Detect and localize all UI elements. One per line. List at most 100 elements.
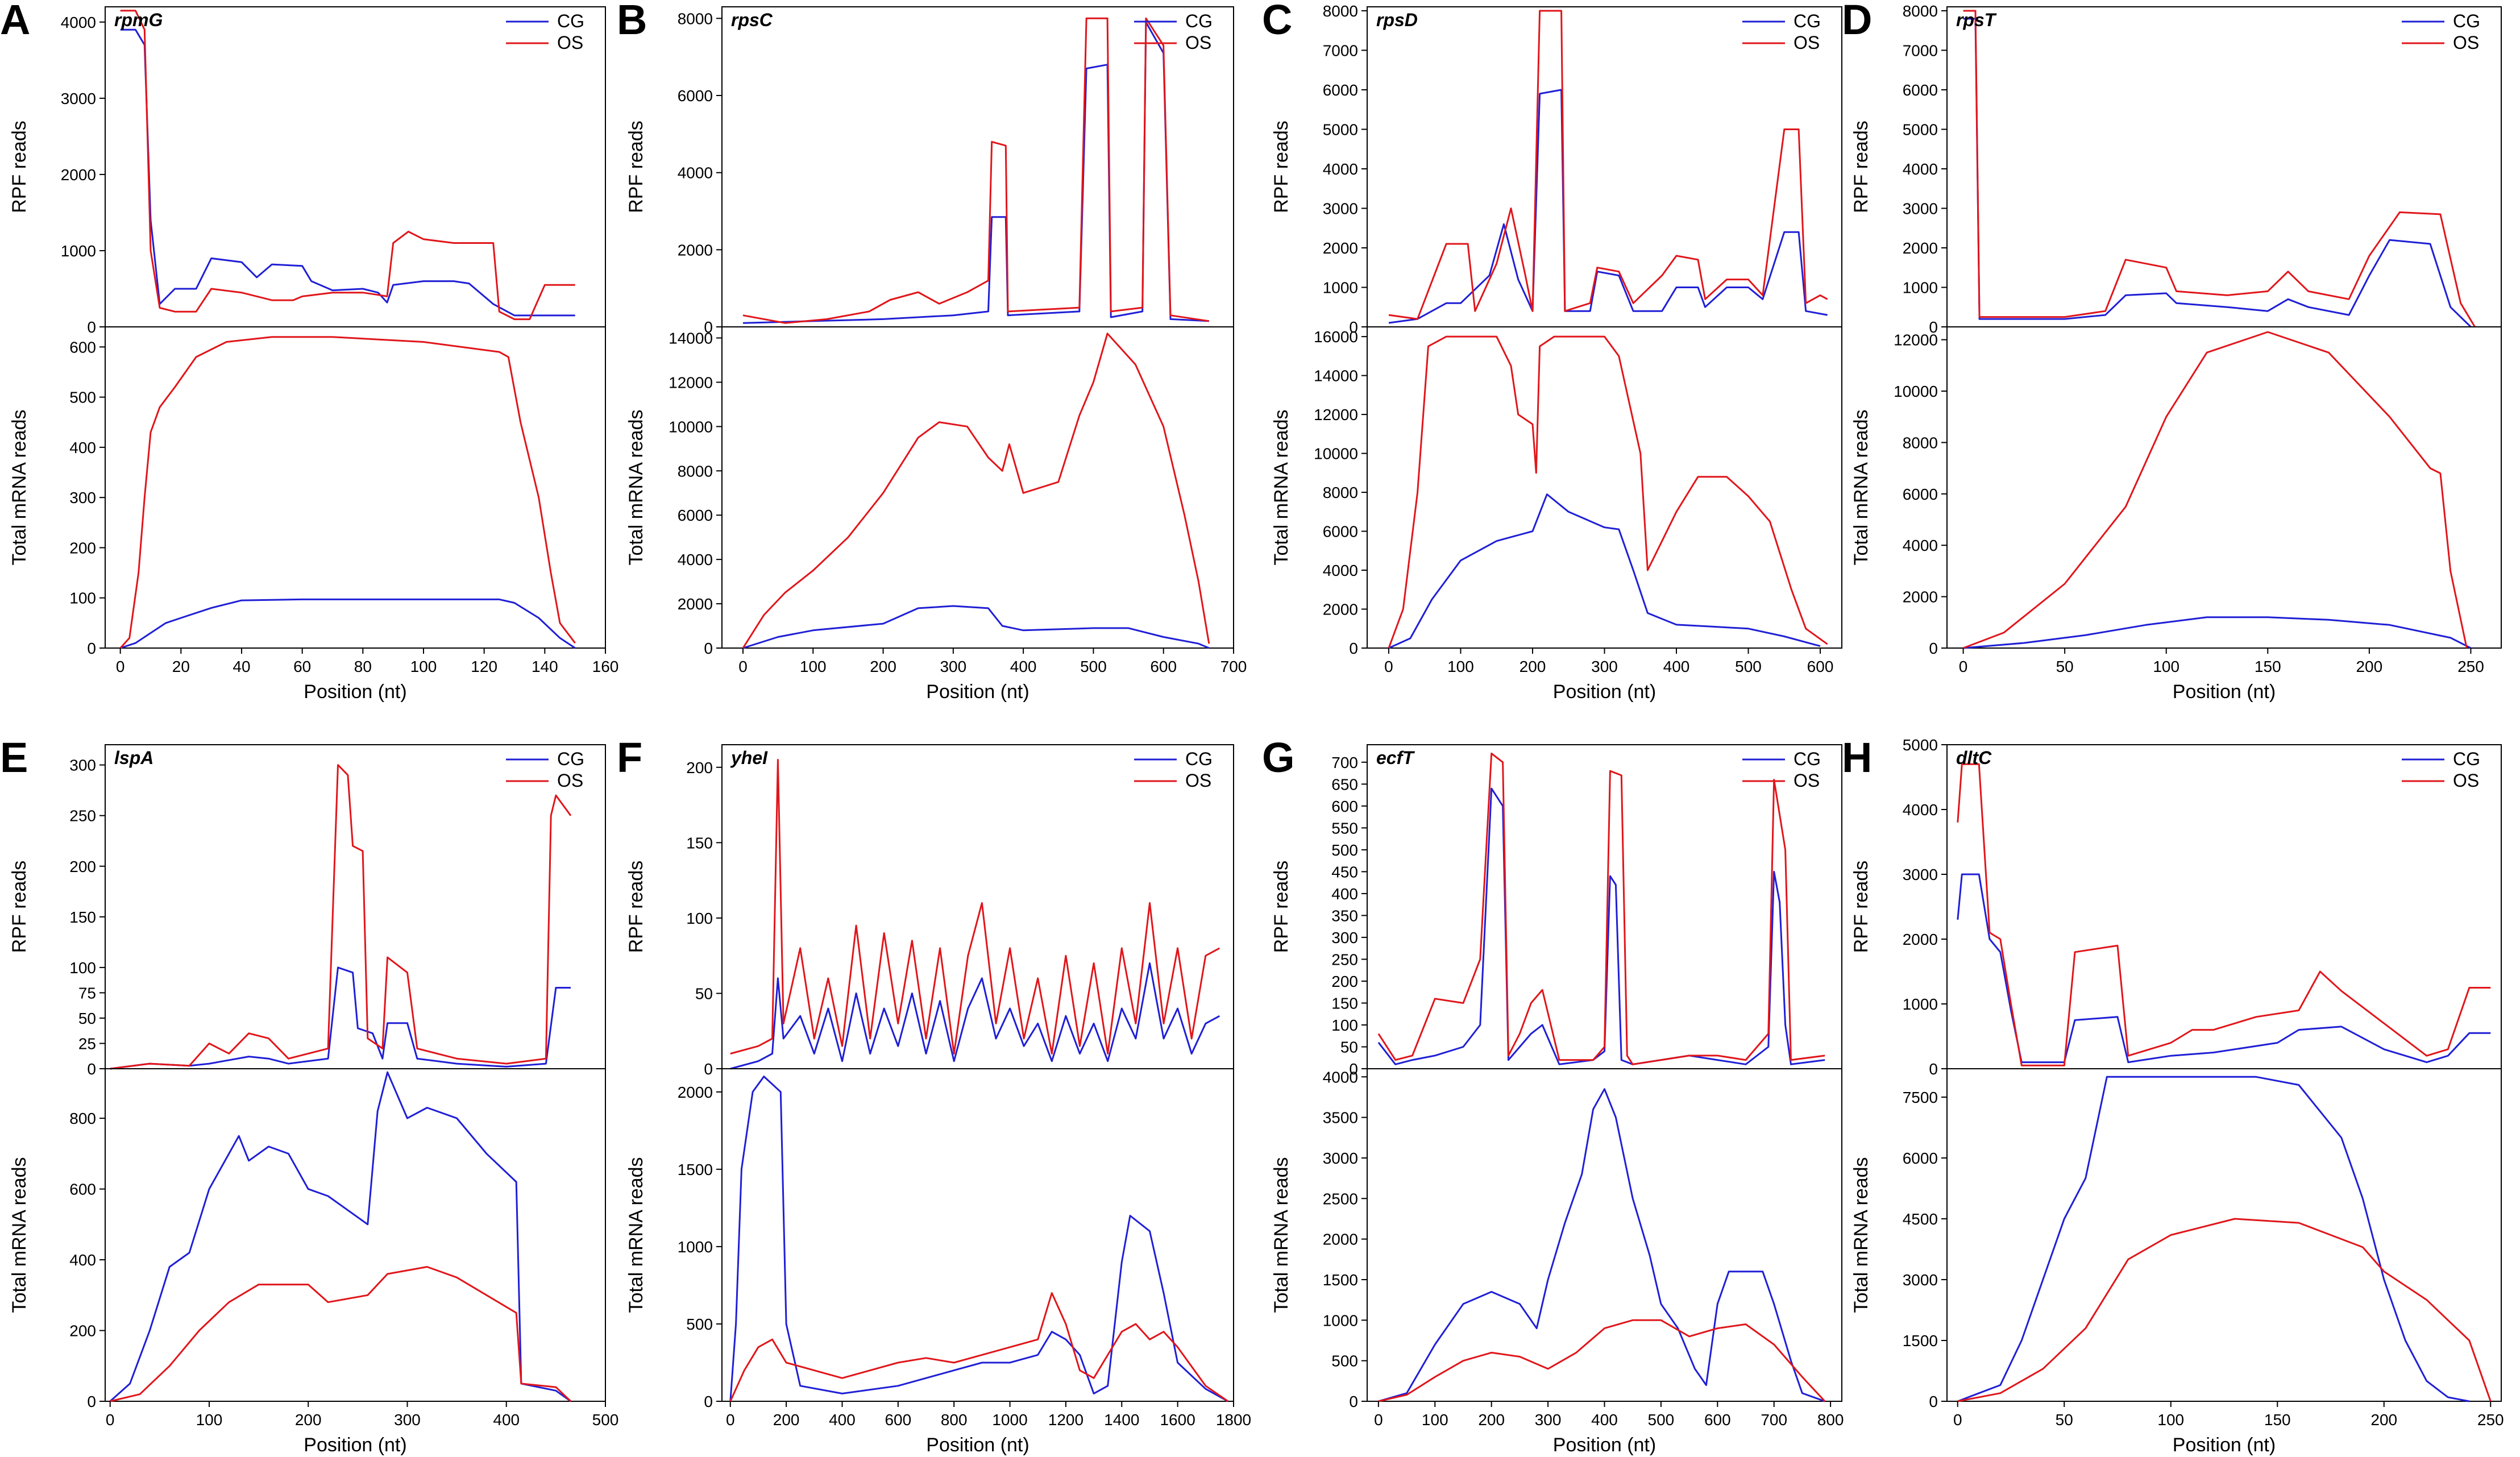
bottom-plot-frame (721, 1068, 1234, 1402)
x-tick-label: 500 (1735, 658, 1762, 675)
x-tick-label: 700 (1220, 658, 1247, 675)
series-cg-line (120, 598, 576, 649)
top-plot: 0 1000 2000 3000 4000 5000 RPF reads (1850, 736, 2502, 1078)
x-tick-label: 200 (295, 1411, 322, 1429)
series-cg-line (730, 962, 1220, 1070)
x-tick-label: 20 (172, 658, 190, 675)
y-tick-label: 300 (1331, 929, 1358, 947)
y-tick-label: 6000 (1323, 81, 1358, 99)
y-tick-label: 2000 (1323, 1231, 1358, 1248)
y-tick-label: 4500 (1903, 1210, 1938, 1228)
y-tick-label: 6000 (1903, 485, 1938, 503)
x-tick-label: 100 (2153, 658, 2179, 675)
y-tick-label: 200 (69, 539, 96, 557)
y-tick-label: 550 (1331, 819, 1358, 837)
gene-name: rpmG (114, 10, 163, 30)
series-cg-line (1377, 787, 1825, 1065)
y-tick-label: 400 (69, 1251, 96, 1269)
y-tick-label: 1000 (1903, 279, 1938, 296)
x-tick-label: 100 (1447, 658, 1474, 675)
y-tick-label: 3000 (61, 90, 96, 107)
x-tick-label: 100 (800, 658, 827, 675)
x-tick-label: 600 (885, 1411, 911, 1429)
x-tick-label: 0 (116, 658, 125, 675)
x-axis-label: Position (nt) (1553, 681, 1656, 703)
bottom-plot: 0 2000 4000 6000 8000 10000 12000 14000 Total mR… (625, 326, 1234, 657)
x-tick-label: 60 (293, 658, 311, 675)
series-os-line (1957, 763, 2491, 1066)
top-plot: 0 25 50 75 100 150 200 250 300 RPF reads (9, 744, 606, 1078)
y-tick-label: 0 (1929, 1393, 1938, 1410)
y-tick-label: 12000 (669, 373, 713, 391)
y-tick-label: 25 (78, 1035, 96, 1052)
y-tick-label: 4000 (1323, 562, 1358, 579)
series-os-line (1957, 1218, 2492, 1402)
x-tick-label: 250 (2457, 658, 2484, 675)
top-plot: 0 50 100 150 200 250 300 350 400 450 500 550 600 650 7… (1271, 744, 1842, 1078)
top-ylabel: RPF reads (1271, 121, 1292, 213)
y-tick-label: 2000 (1903, 239, 1938, 257)
x-tick-label: 0 (1374, 1411, 1383, 1429)
y-tick-label: 7000 (1903, 41, 1938, 59)
y-tick-label: 10000 (1894, 383, 1938, 400)
x-tick-label: 500 (1648, 1411, 1675, 1429)
series-os-line (730, 759, 1220, 1055)
y-tick-label: 4000 (1323, 1068, 1358, 1086)
y-tick-label: 300 (69, 489, 96, 507)
legend-label-os: OS (2453, 770, 2479, 791)
x-tick-label: 1400 (1104, 1411, 1139, 1429)
legend-label-cg: CG (557, 11, 584, 31)
y-tick-label: 150 (69, 908, 96, 926)
y-tick-label: 0 (87, 640, 96, 657)
series-cg-line (1378, 1088, 1825, 1402)
gene-name: lspA (114, 748, 153, 768)
y-tick-label: 0 (87, 1393, 96, 1410)
y-tick-label: 150 (1331, 994, 1358, 1012)
y-tick-label: 500 (1331, 841, 1358, 859)
series-os-line (742, 333, 1210, 649)
legend-label-cg: CG (1185, 749, 1213, 769)
y-tick-label: 5000 (1903, 121, 1938, 138)
x-tick-label: 100 (1422, 1411, 1448, 1429)
series-cg-line (1388, 493, 1821, 649)
y-tick-label: 8000 (678, 10, 713, 27)
x-tick-label: 100 (196, 1411, 223, 1429)
y-tick-label: 6000 (1903, 1149, 1938, 1167)
x-tick-label: 400 (829, 1411, 856, 1429)
series-os-line (1963, 10, 2476, 327)
series-cg-line (1957, 1076, 2470, 1402)
y-tick-label: 5000 (1323, 121, 1358, 138)
top-plot-frame (721, 744, 1234, 1069)
gene-name: yheI (730, 748, 768, 768)
y-tick-label: 4000 (1903, 160, 1938, 178)
y-tick-label: 5000 (1903, 736, 1938, 754)
y-tick-label: 8000 (1323, 2, 1358, 20)
series-os-line (742, 17, 1210, 324)
panel-letter: B (617, 0, 647, 43)
y-tick-label: 8000 (1903, 434, 1938, 451)
x-tick-label: 160 (592, 658, 619, 675)
y-tick-label: 4000 (1903, 801, 1938, 819)
series-os-line (119, 336, 576, 649)
x-tick-label: 0 (106, 1411, 115, 1429)
x-tick-label: 250 (2477, 1411, 2504, 1429)
x-tick-label: 300 (1591, 658, 1618, 675)
y-tick-label: 2500 (1323, 1190, 1358, 1207)
series-cg-line (109, 1071, 571, 1402)
x-tick-label: 100 (410, 658, 437, 675)
y-tick-label: 50 (78, 1010, 96, 1027)
y-tick-label: 800 (69, 1110, 96, 1127)
y-tick-label: 500 (686, 1315, 713, 1333)
y-tick-label: 4000 (1323, 160, 1358, 178)
x-tick-label: 200 (1478, 1411, 1505, 1429)
x-tick-label: 400 (1591, 1411, 1618, 1429)
y-tick-label: 2000 (1903, 588, 1938, 606)
gene-name: dltC (1956, 748, 1992, 768)
bottom-ylabel: Total mRNA reads (1850, 1157, 1872, 1313)
bottom-plot-frame (105, 326, 606, 649)
y-tick-label: 400 (69, 439, 96, 456)
